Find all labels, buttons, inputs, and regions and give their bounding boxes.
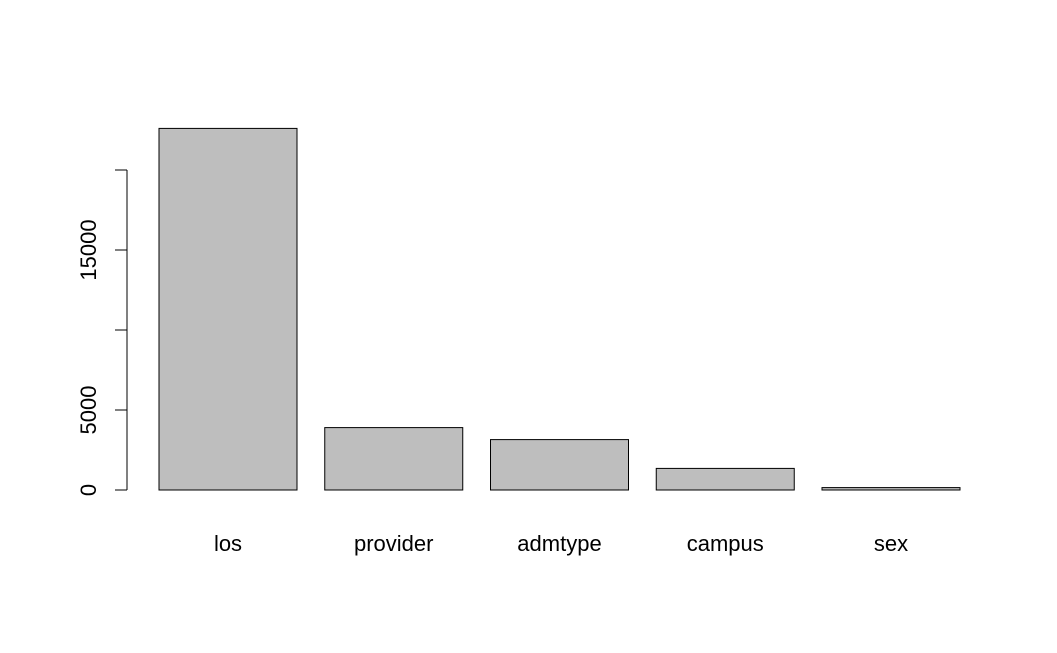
x-category-label: provider	[354, 531, 433, 556]
x-category-label: los	[214, 531, 242, 556]
bar-los	[158, 127, 298, 491]
y-tick-label: 15000	[76, 219, 101, 280]
y-tick-label: 0	[76, 484, 101, 496]
y-axis: 0 5000 15000	[76, 169, 128, 496]
y-tick-label: 5000	[76, 386, 101, 435]
bar-sex	[821, 487, 961, 491]
x-axis-labels: los provider admtype campus sex	[214, 531, 908, 556]
bar-campus	[655, 467, 795, 491]
bar-provider	[324, 427, 464, 491]
bar-admtype	[490, 439, 629, 491]
x-category-label: sex	[874, 531, 908, 556]
x-category-label: campus	[687, 531, 764, 556]
x-category-label: admtype	[517, 531, 601, 556]
bars	[158, 127, 961, 491]
